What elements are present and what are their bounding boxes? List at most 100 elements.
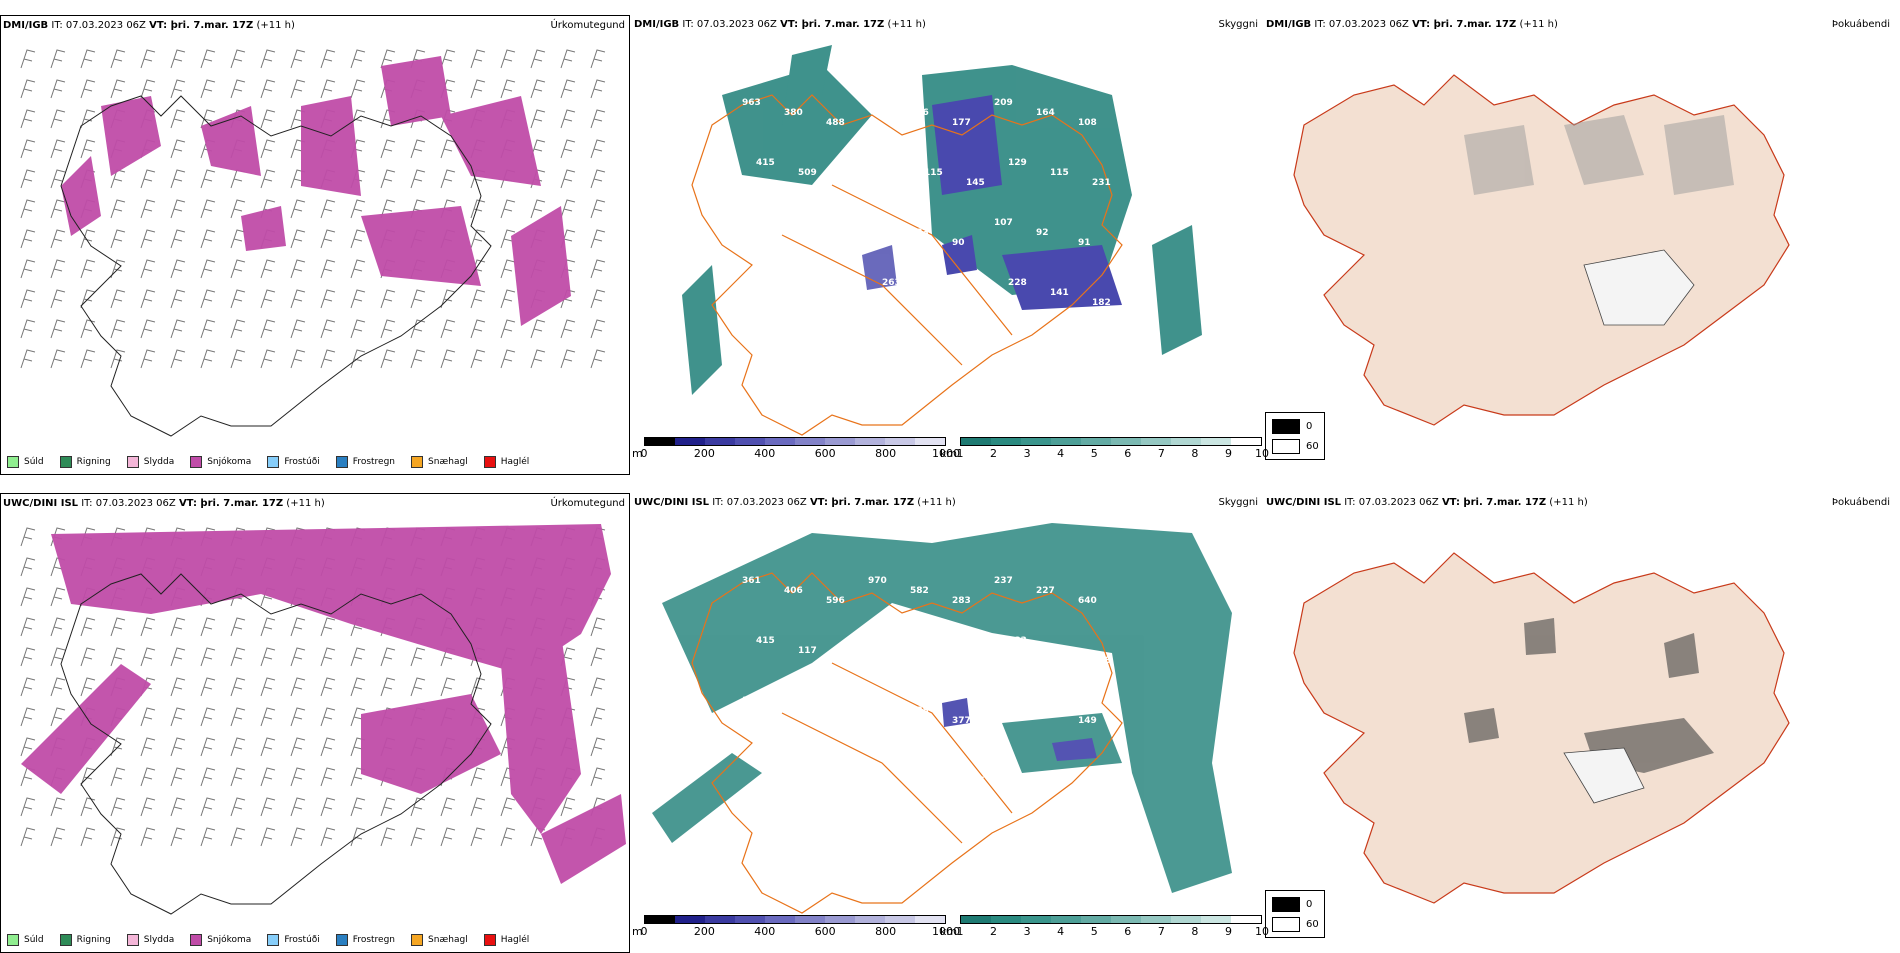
colorbar-tick-label: 7 xyxy=(1157,925,1165,938)
wind-barb xyxy=(350,49,366,69)
visibility-value-label: 970 xyxy=(868,576,887,586)
km-colorbar-2: km 1 2 3 4 5 6 7 8 9 10 xyxy=(940,915,1269,945)
wind-barb xyxy=(350,259,366,279)
colorbar-tick-label: 8 xyxy=(1191,447,1199,460)
legend-swatch xyxy=(126,456,139,468)
wind-barb xyxy=(50,647,66,667)
visibility-value-label: 112 xyxy=(868,218,887,228)
fog-map xyxy=(1293,74,1790,426)
colorbar-segment xyxy=(1231,916,1261,923)
wind-barb xyxy=(170,259,186,279)
visibility-value-label: 115 xyxy=(924,168,943,178)
wind-barb xyxy=(170,79,186,99)
fog-panel-1: DMI/IGB IT: 07.03.2023 06Z VT: þri. 7.ma… xyxy=(1264,15,1894,475)
wind-barb xyxy=(110,319,126,339)
wind-barb xyxy=(470,349,486,369)
legend-item: Súld xyxy=(7,934,44,946)
wind-barb xyxy=(230,79,246,99)
wind-barb xyxy=(290,349,306,369)
wind-barb xyxy=(260,169,276,189)
panel-title: Skyggni xyxy=(1218,19,1258,30)
colorbar-segment xyxy=(795,916,825,923)
glacier-patch xyxy=(1583,249,1695,326)
wind-barb xyxy=(140,827,156,847)
precip-legend: Súld Rigning Slydda Snjókoma Frostúði Fr… xyxy=(7,456,529,468)
colorbar-segment xyxy=(1171,438,1201,445)
wind-barb xyxy=(110,827,126,847)
legend-item: Súld xyxy=(7,456,44,468)
wind-barb xyxy=(50,199,66,219)
wind-barb xyxy=(320,797,336,817)
legend-item: Frostúði xyxy=(267,934,320,946)
wind-barb xyxy=(200,169,216,189)
wind-barb xyxy=(140,767,156,787)
wind-barb xyxy=(170,229,186,249)
wind-barb xyxy=(320,199,336,219)
legend-item: Frostregn xyxy=(335,934,395,946)
colorbar-segment xyxy=(885,438,915,445)
wind-barb xyxy=(500,49,516,69)
precip-type-panel-1: DMI/IGB IT: 07.03.2023 06Z VT: þri. 7.ma… xyxy=(0,15,630,475)
wind-barb xyxy=(140,797,156,817)
panel-header: DMI/IGB IT: 07.03.2023 06Z VT: þri. 7.ma… xyxy=(1266,19,1558,30)
wind-barb xyxy=(440,827,456,847)
wind-barb xyxy=(20,139,36,159)
height-colorbar-2: m 0 200 400 600 800 1000 xyxy=(632,915,960,945)
colorbar-tick-label: 400 xyxy=(754,447,776,460)
visibility-value-label: 237 xyxy=(994,576,1013,586)
wind-barb xyxy=(320,289,336,309)
legend-item: Frostregn xyxy=(335,456,395,468)
visibility-value-label: 186 xyxy=(756,756,775,766)
wind-barb xyxy=(110,199,126,219)
wind-barb xyxy=(470,827,486,847)
wind-barb xyxy=(320,319,336,339)
legend-swatch xyxy=(126,934,139,946)
visibility-value-label: 962 xyxy=(882,636,901,646)
legend-item: Haglél xyxy=(483,456,529,468)
wind-barb xyxy=(320,767,336,787)
wind-barb xyxy=(560,79,576,99)
wind-barb xyxy=(170,199,186,219)
legend-item: Rigning xyxy=(59,934,111,946)
wind-barb xyxy=(290,827,306,847)
wind-barb xyxy=(140,319,156,339)
visibility-value-label: 108 xyxy=(1078,118,1097,128)
wind-barb xyxy=(230,737,246,757)
wind-barb xyxy=(50,139,66,159)
wind-barb xyxy=(260,259,276,279)
colorbar-segment xyxy=(675,916,705,923)
panel-title: Úrkomutegund xyxy=(550,20,625,31)
legend-swatch xyxy=(483,934,496,946)
wind-barb xyxy=(50,259,66,279)
wind-barb xyxy=(200,109,216,129)
wind-barb xyxy=(290,797,306,817)
wind-barb xyxy=(290,259,306,279)
wind-barb xyxy=(500,349,516,369)
wind-barb xyxy=(290,49,306,69)
wind-barb xyxy=(140,707,156,727)
wind-barb xyxy=(170,289,186,309)
visibility-value-label: 539 xyxy=(924,646,943,656)
wind-barb xyxy=(230,677,246,697)
wind-barb xyxy=(260,319,276,339)
wind-barb xyxy=(440,49,456,69)
wind-barb xyxy=(500,797,516,817)
wind-barb xyxy=(260,79,276,99)
wind-barb xyxy=(260,677,276,697)
fog-legend-2: 0 60 xyxy=(1265,890,1325,938)
wind-barb xyxy=(110,79,126,99)
wind-barb xyxy=(590,259,606,279)
visibility-value-label: 283 xyxy=(952,596,971,606)
visibility-value-label: 258 xyxy=(882,756,901,766)
wind-barb xyxy=(140,737,156,757)
wind-barb xyxy=(470,229,486,249)
wind-barb xyxy=(440,797,456,817)
colorbar-tick-label: 800 xyxy=(875,925,897,938)
wind-barb xyxy=(110,737,126,757)
wind-barb xyxy=(410,169,426,189)
wind-barb xyxy=(20,737,36,757)
wind-barb xyxy=(200,79,216,99)
colorbar-segment xyxy=(1171,916,1201,923)
wind-barb xyxy=(80,109,96,129)
wind-barb xyxy=(260,49,276,69)
